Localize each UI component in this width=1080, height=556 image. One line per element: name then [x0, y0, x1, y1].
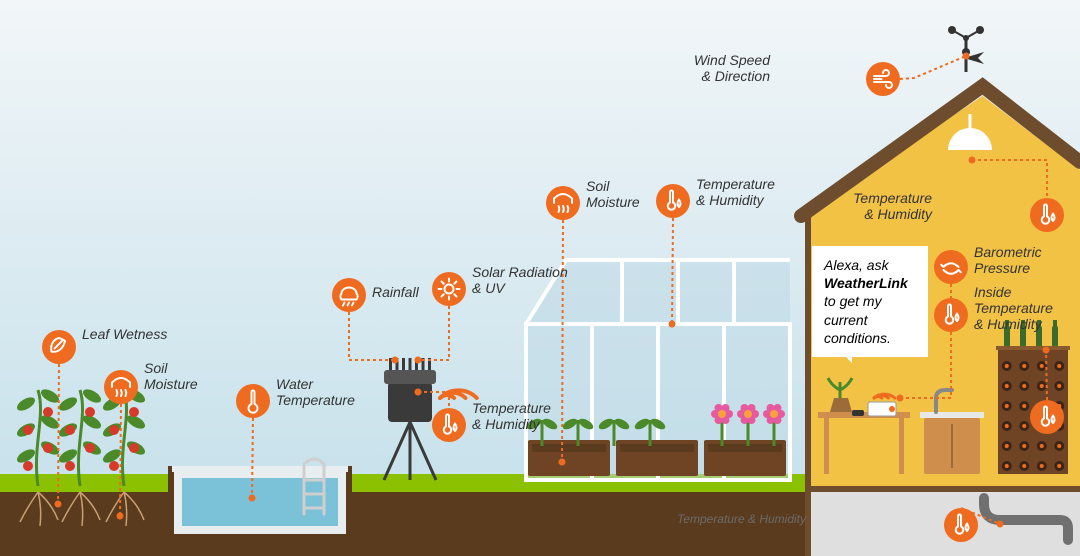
temp-hum-basement-label: Temperature & Humidity	[677, 513, 812, 527]
inside-temp-hum-label: Inside Temperature & Humidity	[974, 284, 1053, 332]
soil-moisture-gh-label: Soil Moisture	[586, 178, 640, 210]
temp-hum-station-label: Temperature & Humidity	[472, 400, 551, 432]
solar-uv-label: Solar Radiation & UV	[472, 264, 568, 296]
barometric-label: Barometric Pressure	[974, 244, 1042, 276]
alexa-speech-bubble: Alexa, askWeatherLinkto get mycurrentcon…	[812, 246, 928, 357]
temp-hum-attic-label: Temperature & Humidity	[853, 190, 938, 222]
infographic-canvas: Leaf Wetness Soil Moisture Water Temperatu…	[0, 0, 1080, 556]
soil-moisture-field-label: Soil Moisture	[144, 360, 198, 392]
wind-label: Wind Speed & Direction	[694, 52, 776, 84]
html-overlay-layer: Leaf Wetness Soil Moisture Water Temperatu…	[0, 0, 1080, 556]
water-temperature-label: Water Temperature	[276, 376, 355, 408]
leaf-wetness-label: Leaf Wetness	[82, 326, 167, 342]
temp-hum-gh-label: Temperature & Humidity	[696, 176, 775, 208]
rainfall-label: Rainfall	[372, 284, 419, 300]
